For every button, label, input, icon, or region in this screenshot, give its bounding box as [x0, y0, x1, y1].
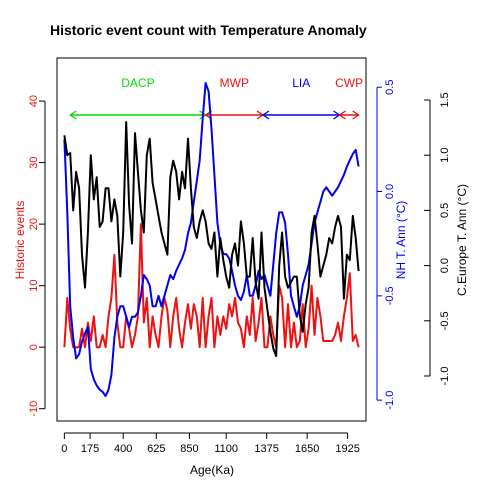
axes: 0 175 400 625 850 1100 1375 1650 1925 -10 0 10 20 30 4… [28, 80, 451, 455]
right-tick-label: -1.0 [384, 391, 396, 410]
right-axis-label: NH T. Ann (°C) [394, 201, 408, 280]
outer-tick-label: 1.0 [439, 148, 451, 163]
x-tick-label: 1375 [254, 443, 278, 455]
outer-tick-label: 1.5 [439, 92, 451, 107]
series-line-left [63, 223, 360, 349]
outer-tick-label: 0.5 [439, 203, 451, 218]
left-tick-label: 30 [28, 156, 40, 168]
right-tick-label: 0.5 [384, 80, 396, 95]
left-tick-label: 10 [28, 280, 40, 292]
period-label: CWP [335, 76, 363, 90]
x-tick-label: 1650 [295, 443, 319, 455]
outer-tick-label: -1.0 [439, 367, 451, 386]
x-tick-label: 1925 [335, 443, 359, 455]
x-axis-label: Age(Ka) [190, 463, 234, 477]
period-arrow-head-right [352, 110, 360, 120]
series-line-outer [63, 121, 360, 358]
period-arrows: DACP MWP LIA CWP [69, 76, 363, 120]
period-arrow-head-left [261, 110, 270, 120]
x-tick-label: 1100 [214, 443, 238, 455]
period-arrow-head-left [338, 110, 346, 120]
series-line-right [63, 82, 360, 397]
left-axis-label: Historic events [13, 201, 27, 280]
period-label: LIA [292, 76, 310, 90]
period-label: DACP [121, 76, 154, 90]
left-tick-label: 20 [28, 218, 40, 230]
x-tick-label: 625 [147, 443, 165, 455]
outer-axis-label: C.Europe T. Ann (°C) [455, 184, 469, 296]
series-lines [63, 82, 360, 397]
x-tick-label: 175 [81, 443, 99, 455]
x-tick-label: 850 [180, 443, 198, 455]
period-label: MWP [220, 76, 249, 90]
outer-tick-label: 0.0 [439, 258, 451, 273]
outer-tick-label: -0.5 [439, 311, 451, 330]
left-tick-label: 0 [28, 344, 40, 350]
left-tick-label: 40 [28, 95, 40, 107]
right-tick-label: 0.0 [384, 184, 396, 199]
plot-frame [56, 57, 367, 422]
x-tick-label: 400 [114, 443, 132, 455]
x-tick-label: 0 [61, 443, 67, 455]
period-arrow-head-left [69, 110, 77, 120]
left-tick-label: -10 [28, 401, 40, 417]
chart-title: Historic event count with Temperature An… [50, 22, 367, 38]
right-tick-label: -0.5 [384, 286, 396, 305]
